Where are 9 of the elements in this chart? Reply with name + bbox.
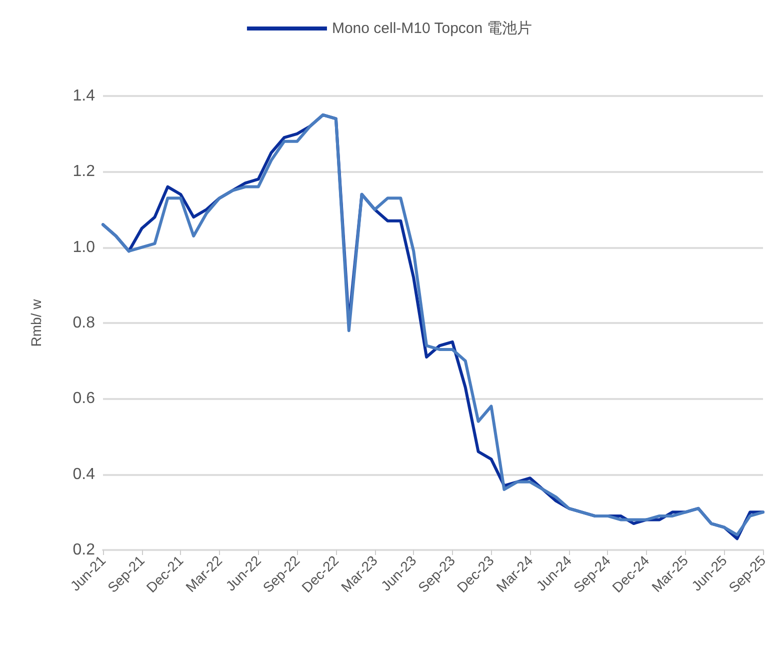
y-tick-label: 0.2 bbox=[72, 542, 96, 558]
y-tick-label: 1.2 bbox=[72, 163, 96, 180]
y-tick-label: 0.6 bbox=[72, 390, 96, 408]
y-tick-label: 1.0 bbox=[72, 238, 96, 256]
text: Mono cell-M10 Topcon 電池片 bbox=[332, 20, 532, 37]
y-tick-label: 0.4 bbox=[72, 466, 96, 483]
y-tick-label: 1.4 bbox=[72, 88, 96, 104]
y-tick-label: 0.8 bbox=[72, 314, 96, 332]
y-axis-title: Rmb/ w bbox=[28, 298, 44, 347]
